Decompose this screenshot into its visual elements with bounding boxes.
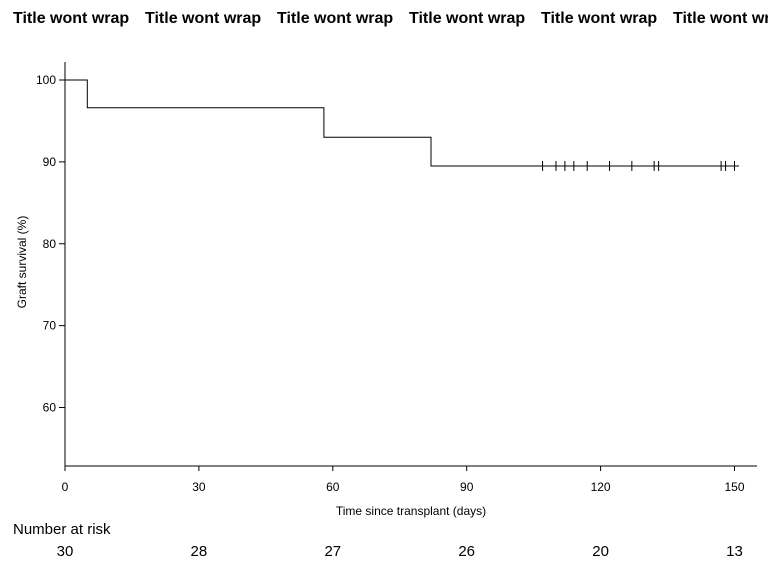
x-tick-label: 0 (62, 480, 69, 494)
y-tick-label: 80 (43, 237, 57, 251)
y-axis-label: Graft survival (%) (15, 216, 29, 309)
risk-count: 27 (324, 543, 342, 560)
chart-title: Title wont wrap (673, 10, 768, 27)
chart-title: Title wont wrap (541, 10, 658, 27)
x-axis-label: Time since transplant (days) (336, 504, 486, 518)
chart-title: Title wont wrap (409, 10, 526, 27)
title-row: Title wont wrap Title wont wrap Title wo… (0, 0, 768, 40)
risk-table-title: Number at risk (13, 521, 111, 538)
chart-title: Title wont wrap (13, 10, 130, 27)
risk-count: 28 (190, 543, 208, 560)
x-tick-label: 30 (192, 480, 206, 494)
x-tick-label: 150 (724, 480, 744, 494)
chart-title: Title wont wrap (277, 10, 394, 27)
risk-count: 20 (592, 543, 609, 560)
y-tick-label: 100 (36, 73, 56, 87)
chart-title: Title wont wrap (145, 10, 262, 27)
risk-count: 30 (56, 543, 74, 560)
y-tick-label: 60 (43, 401, 57, 415)
y-tick-label: 70 (43, 319, 57, 333)
risk-count: 13 (726, 543, 743, 560)
y-tick-label: 90 (43, 155, 57, 169)
survival-curve (65, 79, 739, 167)
risk-count: 26 (458, 543, 476, 560)
x-tick-label: 90 (460, 480, 474, 494)
x-tick-label: 120 (591, 480, 611, 494)
x-tick-label: 60 (326, 480, 340, 494)
